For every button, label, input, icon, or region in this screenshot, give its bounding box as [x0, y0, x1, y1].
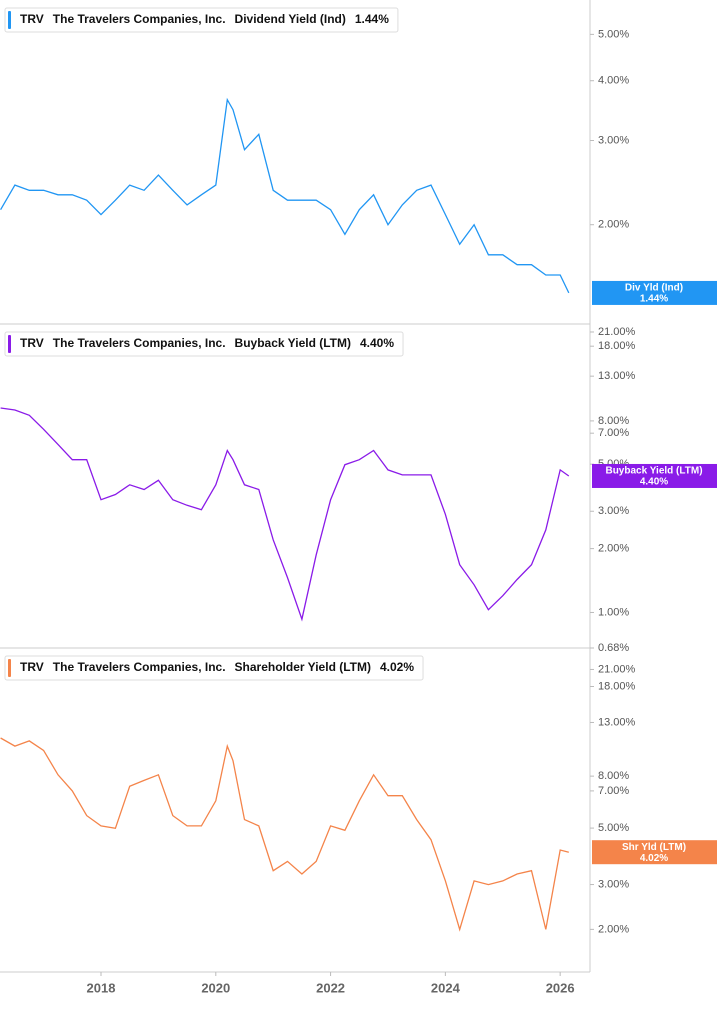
- value-tag: [592, 840, 717, 865]
- x-tick-label: 2022: [316, 980, 345, 995]
- legend-value: 1.44%: [355, 12, 389, 26]
- legend-series: Dividend Yield (Ind): [235, 12, 346, 26]
- series-line: [0, 407, 570, 622]
- y-tick-label: 2.00%: [598, 543, 629, 555]
- y-tick-label: 1.00%: [598, 606, 629, 618]
- series-line: [0, 737, 569, 932]
- y-tick-label: 21.00%: [598, 663, 636, 675]
- y-tick-label: 3.00%: [598, 878, 629, 890]
- value-tag-name: Div Yld (Ind): [625, 283, 683, 294]
- y-tick-label: 8.00%: [598, 415, 629, 427]
- y-tick-label: 3.00%: [598, 505, 629, 517]
- y-tick-label: 5.00%: [598, 822, 629, 834]
- legend-ticker: TRV: [20, 336, 44, 350]
- series-line: [0, 97, 570, 294]
- legend-value: 4.40%: [360, 336, 394, 350]
- x-tick-label: 2026: [546, 980, 575, 995]
- y-tick-label: 7.00%: [598, 785, 629, 797]
- y-tick-label: 18.00%: [598, 340, 636, 352]
- legend-box: [4, 655, 424, 681]
- y-tick-label: 4.00%: [598, 75, 629, 87]
- y-tick-label: 21.00%: [598, 326, 636, 338]
- y-tick-label: 18.00%: [598, 680, 636, 692]
- x-tick-label: 2020: [201, 980, 230, 995]
- y-tick-label: 2.00%: [598, 219, 629, 231]
- y-tick-label: 3.00%: [598, 134, 629, 146]
- x-tick-label: 2018: [87, 980, 116, 995]
- value-tag: [592, 280, 717, 305]
- y-tick-label: 7.00%: [598, 427, 629, 439]
- y-tick-label: 5.00%: [598, 28, 629, 40]
- legend-series: Shareholder Yield (LTM): [235, 660, 371, 674]
- legend-box: [4, 331, 404, 357]
- x-tick-label: 2024: [431, 980, 461, 995]
- y-tick-label: 0.68%: [598, 642, 629, 654]
- value-tag-value: 1.44%: [640, 294, 668, 305]
- legend-company: The Travelers Companies, Inc.: [53, 336, 226, 350]
- legend-color: [8, 11, 11, 29]
- legend-company: The Travelers Companies, Inc.: [53, 12, 226, 26]
- legend-company: The Travelers Companies, Inc.: [53, 660, 226, 674]
- value-tag-name: Buyback Yield (LTM): [605, 466, 702, 477]
- legend-ticker: TRV: [20, 660, 44, 674]
- legend-ticker: TRV: [20, 12, 44, 26]
- legend-value: 4.02%: [380, 660, 414, 674]
- legend-box: [4, 7, 399, 33]
- y-tick-label: 2.00%: [598, 923, 629, 935]
- value-tag-name: Shr Yld (LTM): [622, 842, 686, 853]
- y-tick-label: 13.00%: [598, 716, 636, 728]
- legend-color: [8, 335, 11, 353]
- value-tag-value: 4.02%: [640, 853, 668, 864]
- value-tag-value: 4.40%: [640, 477, 668, 488]
- legend-series: Buyback Yield (LTM): [235, 336, 351, 350]
- y-tick-label: 8.00%: [598, 770, 629, 782]
- y-tick-label: 13.00%: [598, 370, 636, 382]
- legend-color: [8, 659, 11, 677]
- value-tag: [592, 463, 717, 488]
